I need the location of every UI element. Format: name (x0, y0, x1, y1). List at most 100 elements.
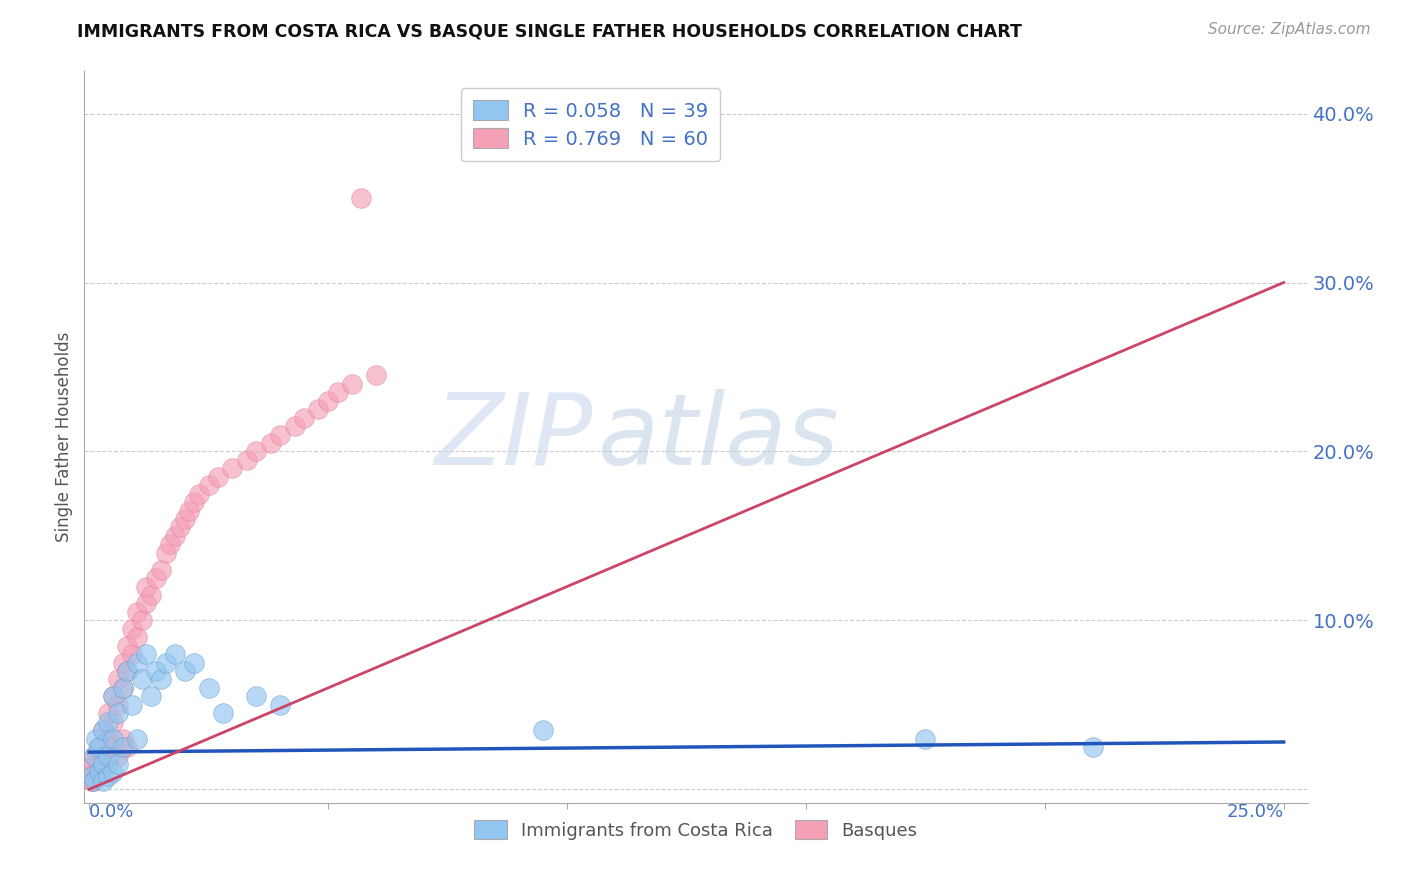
Point (135, 597, 157, 611)
Point (97, 769, 120, 783)
Point (245, 444, 267, 458)
Point (183, 656, 205, 670)
Point (245, 690, 267, 704)
Point (155, 546, 177, 560)
Point (173, 664, 195, 678)
Point (121, 622, 143, 636)
Point (101, 740, 124, 755)
Point (236, 453, 259, 467)
Point (117, 664, 139, 678)
Point (93, 723, 115, 738)
Text: 25.0%: 25.0% (1226, 803, 1284, 821)
Point (125, 605, 148, 619)
Point (83, 748, 105, 763)
Point (340, 376, 363, 391)
Point (80, 773, 103, 788)
Point (87, 765, 110, 780)
Point (93, 748, 115, 763)
Point (350, 191, 373, 205)
Point (111, 681, 134, 695)
Point (284, 419, 307, 434)
Point (107, 756, 129, 771)
Point (84, 731, 107, 746)
Point (326, 385, 349, 400)
Point (125, 630, 148, 644)
Point (212, 706, 235, 721)
Point (93, 756, 115, 771)
Point (135, 647, 157, 661)
Point (179, 503, 201, 517)
Point (149, 673, 172, 687)
Point (531, 723, 554, 738)
Point (111, 740, 134, 755)
Point (117, 664, 139, 678)
Point (93, 773, 115, 788)
Point (149, 563, 172, 577)
Point (159, 537, 181, 551)
Point (111, 731, 134, 746)
Point (101, 765, 124, 780)
Point (83, 748, 105, 763)
Point (131, 673, 153, 687)
Point (169, 520, 191, 534)
Point (80, 769, 103, 783)
Point (269, 427, 291, 442)
Point (107, 706, 129, 721)
Text: atlas: atlas (598, 389, 839, 485)
Point (155, 656, 177, 670)
Point (84, 756, 107, 771)
Point (125, 731, 148, 746)
Point (107, 673, 129, 687)
Point (135, 580, 157, 594)
Point (83, 756, 105, 771)
Point (97, 756, 120, 771)
Point (93, 748, 115, 763)
Point (117, 740, 139, 755)
Point (117, 639, 139, 653)
Point (87, 765, 110, 780)
Point (93, 723, 115, 738)
Point (165, 647, 187, 661)
Text: ZIP: ZIP (433, 389, 592, 485)
Point (207, 470, 229, 484)
Point (221, 461, 243, 475)
Point (83, 773, 105, 788)
Point (131, 613, 153, 627)
Point (107, 698, 129, 712)
Point (80, 773, 103, 788)
Y-axis label: Single Father Households: Single Father Households (55, 332, 73, 542)
Point (101, 731, 124, 746)
Point (145, 664, 167, 678)
Text: IMMIGRANTS FROM COSTA RICA VS BASQUE SINGLE FATHER HOUSEHOLDS CORRELATION CHART: IMMIGRANTS FROM COSTA RICA VS BASQUE SIN… (77, 22, 1022, 40)
Point (165, 529, 187, 543)
Point (269, 698, 291, 712)
Point (97, 731, 120, 746)
Point (141, 690, 163, 704)
Point (308, 402, 330, 417)
Point (101, 690, 124, 704)
Point (316, 393, 339, 408)
Point (292, 410, 315, 425)
Point (83, 765, 105, 780)
Point (364, 368, 387, 383)
Point (87, 765, 110, 780)
Point (121, 698, 143, 712)
Point (260, 436, 283, 450)
Point (183, 495, 205, 509)
Text: Source: ZipAtlas.com: Source: ZipAtlas.com (1208, 22, 1371, 37)
Text: 0.0%: 0.0% (89, 803, 135, 821)
Point (97, 706, 120, 721)
Point (97, 748, 120, 763)
Point (111, 656, 134, 670)
Point (87, 740, 110, 755)
Point (141, 588, 163, 602)
Point (125, 656, 148, 670)
Point (145, 571, 167, 585)
Point (188, 486, 211, 500)
Point (101, 714, 124, 729)
Point (173, 512, 195, 526)
Point (197, 478, 219, 492)
Point (914, 731, 936, 746)
Point (107, 748, 129, 763)
Point (101, 690, 124, 704)
